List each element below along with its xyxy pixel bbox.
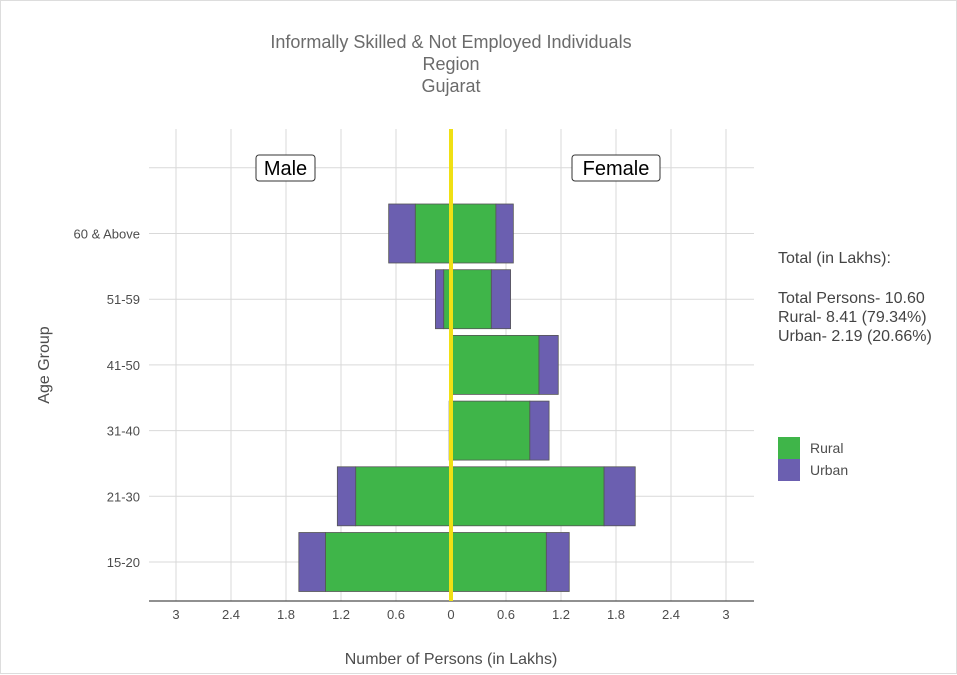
x-tick-label: 1.8 [277, 607, 295, 622]
totals-rural: Rural- 8.41 (79.34%) [778, 309, 927, 326]
bar-female-rural [450, 203, 497, 264]
y-tick-label: 21-30 [107, 489, 140, 504]
x-tick-label: 0 [447, 607, 454, 622]
legend-swatch-urban [778, 459, 800, 481]
chart-title-line-2: Region [422, 54, 479, 74]
bar-female-urban [529, 400, 550, 461]
bar-male-urban [298, 532, 326, 592]
bar-female-rural [450, 400, 531, 461]
female-label: Female [583, 158, 650, 180]
x-tick-label: 2.4 [222, 607, 240, 622]
x-tick-label: 2.4 [662, 607, 680, 622]
chart-title-line-3: Gujarat [421, 76, 480, 96]
bar-female-urban [490, 269, 511, 330]
bar-male-rural [355, 466, 452, 527]
bar-female-rural [450, 466, 605, 527]
male-label-box [255, 154, 316, 182]
male-label: Male [264, 158, 307, 180]
bar-female-urban [603, 466, 636, 527]
totals-urban: Urban- 2.19 (20.66%) [778, 328, 932, 345]
legend-label-rural: Rural [810, 440, 843, 456]
female-label-box [571, 154, 661, 182]
y-axis-title: Age Group [36, 326, 53, 403]
legend: Rural Urban [778, 437, 848, 481]
bar-male-rural [414, 203, 452, 264]
x-tick-label: 1.2 [332, 607, 350, 622]
legend-label-urban: Urban [810, 462, 848, 478]
x-tick-label: 0.6 [497, 607, 515, 622]
legend-swatch-rural [778, 437, 800, 459]
x-tick-label: 0.6 [387, 607, 405, 622]
bar-male-urban [388, 203, 416, 264]
y-tick-label: 15-20 [107, 555, 140, 570]
y-tick-label: 60 & Above [74, 227, 141, 242]
y-tick-label: 41-50 [107, 358, 140, 373]
bar-male-rural [325, 532, 452, 592]
x-tick-label: 1.8 [607, 607, 625, 622]
x-tick-label: 3 [722, 607, 729, 622]
y-tick-label: 31-40 [107, 424, 140, 439]
bar-female-rural [450, 532, 547, 592]
chart-title-line-1: Informally Skilled & Not Employed Indivi… [270, 32, 631, 52]
y-tick-label: 51-59 [107, 292, 140, 307]
totals-heading: Total (in Lakhs): [778, 250, 891, 267]
bar-male-urban [435, 269, 445, 330]
bar-layer [298, 129, 636, 601]
bar-female-rural [450, 334, 540, 395]
bar-female-urban [545, 532, 570, 592]
bar-male-urban [336, 466, 357, 527]
x-tick-label: 1.2 [552, 607, 570, 622]
x-axis-title: Number of Persons (in Lakhs) [345, 651, 558, 668]
totals-persons: Total Persons- 10.60 [778, 290, 925, 307]
bar-female-urban [538, 334, 559, 395]
x-tick-label: 3 [172, 607, 179, 622]
bar-female-rural [450, 269, 492, 330]
bar-female-urban [495, 203, 514, 264]
